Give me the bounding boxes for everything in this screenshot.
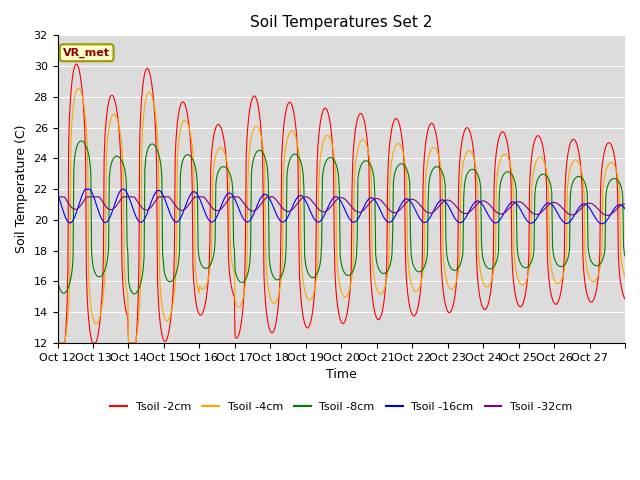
Tsoil -32cm — [432, 207, 440, 213]
Tsoil -16cm — [401, 197, 408, 203]
Tsoil -8cm — [226, 171, 234, 177]
Tsoil -16cm — [598, 221, 606, 227]
X-axis label: Time: Time — [326, 368, 356, 381]
Text: VR_met: VR_met — [63, 48, 110, 58]
Tsoil -2cm — [253, 99, 261, 105]
Tsoil -16cm — [82, 186, 90, 192]
Line: Tsoil -32cm: Tsoil -32cm — [58, 197, 625, 216]
Tsoil -8cm — [77, 138, 85, 144]
Tsoil -2cm — [121, 301, 129, 307]
Tsoil -8cm — [621, 253, 629, 259]
Tsoil -2cm — [621, 296, 629, 302]
Tsoil -32cm — [253, 206, 260, 212]
Tsoil -2cm — [401, 169, 408, 175]
Legend: Tsoil -2cm, Tsoil -4cm, Tsoil -8cm, Tsoil -16cm, Tsoil -32cm: Tsoil -2cm, Tsoil -4cm, Tsoil -8cm, Tsoi… — [106, 398, 577, 417]
Tsoil -4cm — [74, 85, 82, 91]
Tsoil -4cm — [433, 147, 440, 153]
Tsoil -8cm — [254, 148, 262, 154]
Title: Soil Temperatures Set 2: Soil Temperatures Set 2 — [250, 15, 433, 30]
Tsoil -32cm — [54, 194, 61, 200]
Tsoil -4cm — [621, 274, 629, 279]
Line: Tsoil -16cm: Tsoil -16cm — [58, 189, 625, 224]
Tsoil -32cm — [604, 213, 611, 218]
Tsoil -8cm — [433, 164, 441, 169]
Y-axis label: Soil Temperature (C): Soil Temperature (C) — [15, 125, 28, 253]
Tsoil -32cm — [225, 197, 232, 203]
Tsoil -16cm — [253, 203, 261, 208]
Tsoil -32cm — [621, 201, 629, 207]
Tsoil -4cm — [225, 177, 233, 182]
Line: Tsoil -2cm: Tsoil -2cm — [58, 64, 625, 343]
Tsoil -16cm — [275, 216, 283, 222]
Tsoil -32cm — [400, 203, 408, 208]
Tsoil -16cm — [433, 203, 440, 208]
Tsoil -8cm — [121, 167, 129, 173]
Tsoil -16cm — [621, 206, 629, 212]
Tsoil -16cm — [121, 187, 129, 192]
Tsoil -2cm — [433, 132, 440, 138]
Line: Tsoil -4cm: Tsoil -4cm — [58, 88, 625, 343]
Tsoil -8cm — [54, 276, 61, 282]
Tsoil -8cm — [401, 164, 409, 169]
Tsoil -4cm — [121, 272, 129, 278]
Tsoil -4cm — [275, 291, 283, 297]
Tsoil -2cm — [275, 298, 283, 303]
Tsoil -16cm — [54, 191, 61, 197]
Tsoil -2cm — [72, 61, 80, 67]
Tsoil -8cm — [131, 291, 138, 297]
Tsoil -32cm — [274, 199, 282, 205]
Tsoil -16cm — [225, 190, 233, 196]
Tsoil -2cm — [225, 266, 233, 272]
Tsoil -32cm — [120, 194, 128, 200]
Line: Tsoil -8cm: Tsoil -8cm — [58, 141, 625, 294]
Tsoil -4cm — [253, 124, 261, 130]
Tsoil -4cm — [401, 156, 408, 162]
Tsoil -2cm — [54, 340, 61, 346]
Tsoil -4cm — [54, 340, 61, 346]
Tsoil -8cm — [276, 276, 284, 282]
